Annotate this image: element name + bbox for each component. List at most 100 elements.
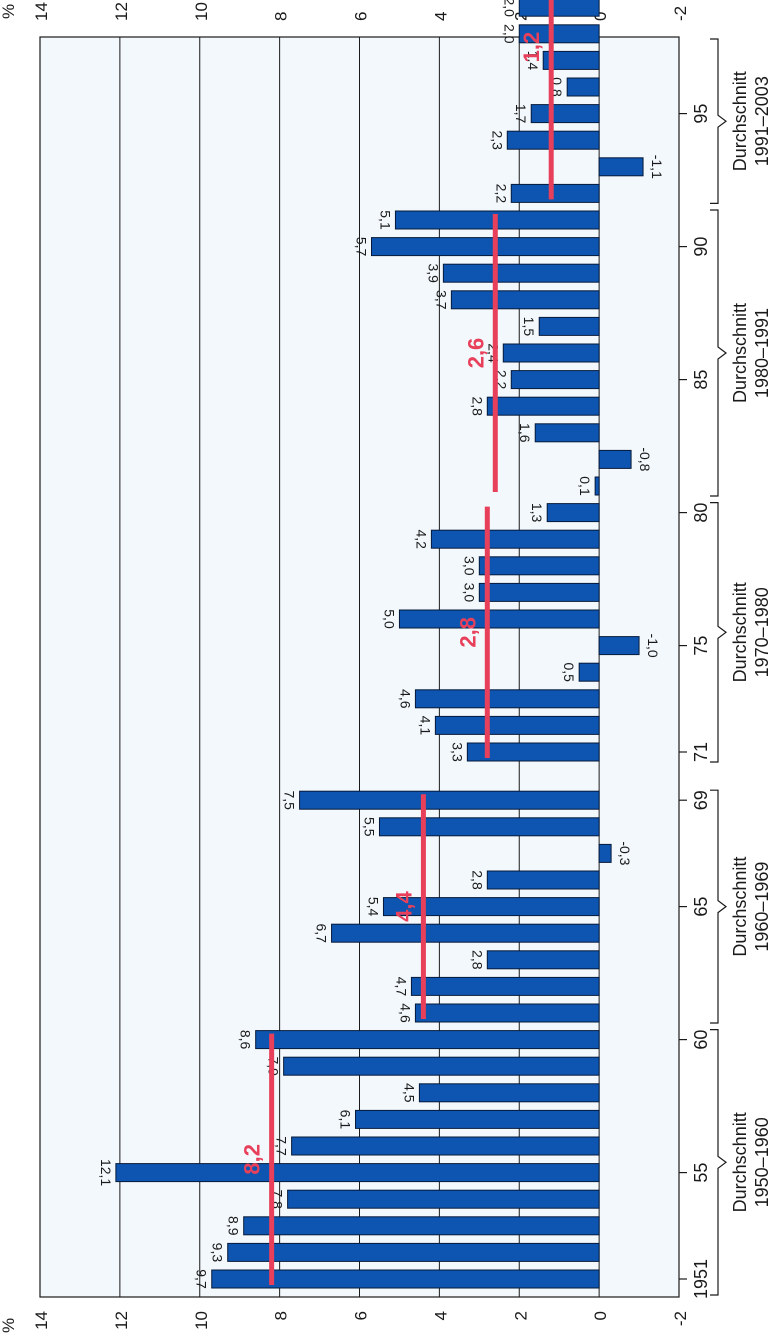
x-tick-label: 69 bbox=[691, 790, 711, 810]
value-label: 1,7 bbox=[513, 104, 529, 124]
bar bbox=[598, 157, 644, 177]
period-bracket bbox=[710, 502, 727, 763]
average-label: 8,2 bbox=[240, 1144, 265, 1175]
period-title: Durchschnitt bbox=[730, 857, 750, 957]
average-label: 1,2 bbox=[519, 32, 544, 63]
x-axis: 19515560656971758085909520002004 bbox=[679, 0, 711, 1299]
value-label: 5,5 bbox=[361, 817, 377, 837]
value-label: 4,7 bbox=[393, 977, 409, 997]
bar bbox=[510, 370, 600, 390]
y-tick-label-right: 8 bbox=[272, 12, 291, 21]
bar bbox=[418, 1083, 600, 1103]
y-unit-label-right: % bbox=[0, 4, 18, 19]
bar bbox=[518, 24, 600, 44]
bars bbox=[115, 0, 644, 1289]
value-label: -1,1 bbox=[649, 155, 665, 179]
y-tick-label-left: 2 bbox=[511, 1311, 530, 1320]
value-label: 3,9 bbox=[425, 263, 441, 283]
bar bbox=[542, 50, 600, 70]
y-tick-label-right: 14 bbox=[32, 2, 51, 21]
value-label: 4,6 bbox=[397, 689, 413, 709]
value-label: -1,0 bbox=[645, 634, 661, 658]
bar bbox=[578, 662, 600, 682]
period-title: Durchschnitt bbox=[730, 303, 750, 403]
bar bbox=[410, 976, 600, 996]
x-tick-label: 60 bbox=[691, 1030, 711, 1050]
y-tick-label-right: 6 bbox=[352, 12, 371, 21]
bar bbox=[382, 897, 600, 917]
period-bracket bbox=[710, 789, 727, 1024]
value-label: 6,7 bbox=[314, 923, 330, 943]
y-tick-label-left: -2 bbox=[671, 1311, 690, 1326]
y-tick-label-right: 4 bbox=[431, 12, 450, 21]
value-label: 8,6 bbox=[238, 1030, 254, 1050]
average-label: 2,6 bbox=[463, 338, 488, 369]
bar bbox=[486, 396, 600, 416]
y-tick-label-left: 12 bbox=[112, 1311, 131, 1330]
bar bbox=[378, 817, 600, 837]
value-label: 5,1 bbox=[377, 210, 393, 230]
value-label: 2,3 bbox=[489, 130, 505, 150]
bar bbox=[331, 923, 600, 943]
bar bbox=[486, 870, 600, 890]
value-label: 3,0 bbox=[461, 556, 477, 576]
y-tick-label-left: 0 bbox=[591, 1311, 610, 1320]
value-label: 2,0 bbox=[501, 24, 517, 44]
period-title: Durchschnitt bbox=[730, 582, 750, 682]
bar bbox=[283, 1056, 600, 1076]
bar bbox=[355, 1109, 600, 1129]
bar bbox=[370, 237, 600, 257]
x-tick-label: 65 bbox=[691, 897, 711, 917]
value-label: 9,7 bbox=[194, 1269, 210, 1289]
y-unit-label-left: % bbox=[0, 1318, 18, 1333]
y-tick-label-right: 12 bbox=[112, 2, 131, 21]
bar bbox=[478, 582, 600, 602]
value-label: 2,8 bbox=[469, 870, 485, 890]
period-range: 1991–2003 bbox=[752, 76, 772, 166]
y-tick-label-right: 10 bbox=[192, 2, 211, 21]
y-tick-label-right: -2 bbox=[671, 6, 690, 21]
value-label: -0,8 bbox=[637, 447, 653, 471]
bar bbox=[287, 1189, 600, 1209]
bar bbox=[598, 843, 612, 863]
bar bbox=[534, 423, 600, 443]
y-axis-left: 14 12 10 8 6 4 2 0 -2% bbox=[0, 1311, 690, 1333]
bar bbox=[518, 0, 600, 17]
value-label: 2,8 bbox=[469, 396, 485, 416]
bar bbox=[115, 1163, 600, 1183]
bar bbox=[598, 636, 640, 656]
value-label: -0,3 bbox=[617, 841, 633, 865]
x-tick-label: 90 bbox=[691, 237, 711, 257]
bar bbox=[291, 1136, 600, 1156]
bar bbox=[398, 609, 600, 629]
bar bbox=[466, 742, 600, 762]
value-label: 0,1 bbox=[577, 476, 593, 496]
value-label: 12,1 bbox=[98, 1159, 114, 1186]
bar bbox=[255, 1030, 600, 1050]
x-tick-label: 75 bbox=[691, 636, 711, 656]
value-label: 7,7 bbox=[274, 1136, 290, 1156]
y-tick-label-left: 8 bbox=[272, 1311, 291, 1320]
bar bbox=[478, 556, 600, 576]
bar bbox=[502, 343, 600, 363]
value-label: 2,2 bbox=[493, 184, 509, 204]
value-label: 2,8 bbox=[469, 950, 485, 970]
value-label: 4,1 bbox=[417, 716, 433, 736]
value-label: 9,3 bbox=[210, 1243, 226, 1263]
y-tick-label-left: 4 bbox=[431, 1311, 450, 1320]
bar bbox=[566, 77, 600, 97]
value-label: 5,7 bbox=[353, 237, 369, 257]
bar bbox=[450, 290, 600, 310]
x-tick-label: 85 bbox=[691, 370, 711, 390]
average-label: 2,8 bbox=[455, 617, 480, 648]
x-tick-label: 2000 bbox=[691, 0, 711, 1]
y-tick-label-left: 14 bbox=[32, 1311, 51, 1330]
bar bbox=[243, 1216, 600, 1236]
value-label: 1,6 bbox=[517, 423, 533, 443]
average-lines: 8,2 4,4 2,8 2,6 1,2 bbox=[240, 0, 554, 1285]
average-label: 4,4 bbox=[391, 891, 416, 922]
period-title: Durchschnitt bbox=[730, 1112, 750, 1212]
